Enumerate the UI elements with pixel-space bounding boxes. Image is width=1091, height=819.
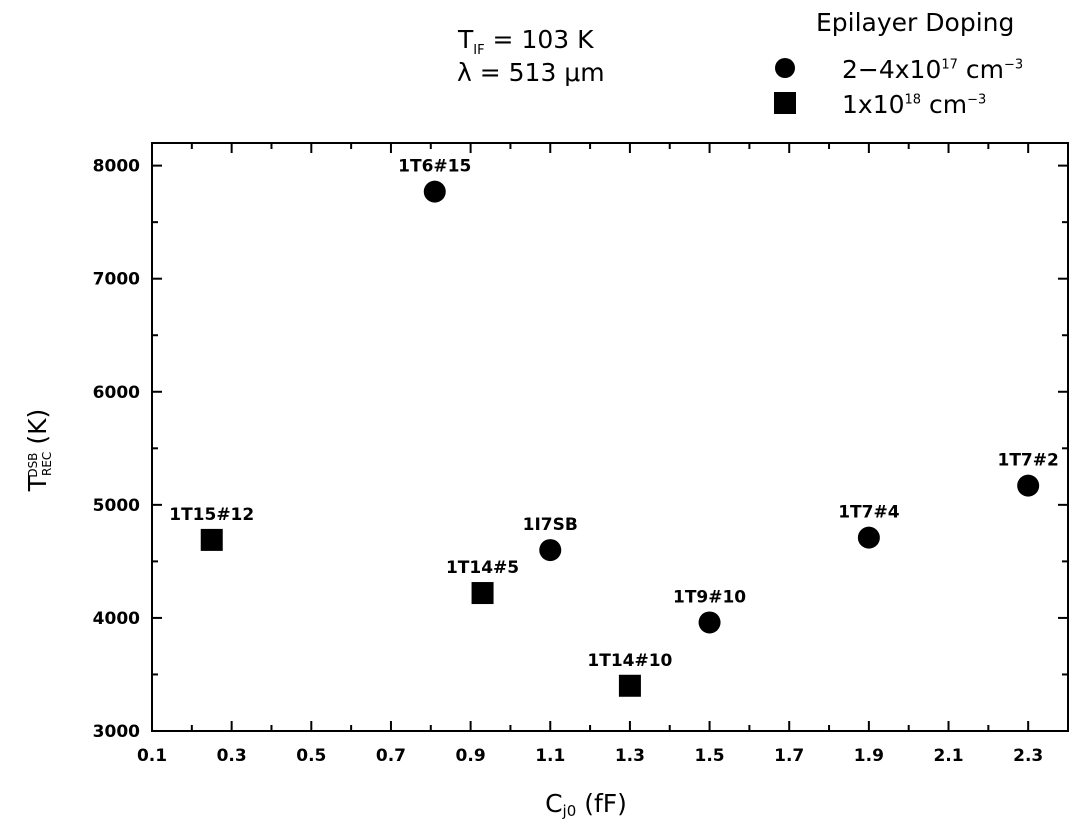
y-axis-label: TRECDSB (K) bbox=[23, 409, 54, 493]
axis-tick-labels: 0.1 0.3 0.5 0.7 0.9 1.1 1.3 1.5 1.7 1.9 2.1 2.3 3000… bbox=[93, 157, 1044, 766]
data-point-label: 1T9#10 bbox=[673, 587, 746, 607]
legend-label-circle-exponent: 17 bbox=[941, 57, 958, 73]
x-axis-label: Cj0 (fF) bbox=[545, 789, 627, 819]
data-point-square bbox=[200, 528, 223, 551]
condition-wavelength: λ = 513 μm bbox=[457, 58, 605, 87]
svg-text:TRECDSB (K): TRECDSB (K) bbox=[23, 409, 54, 493]
data-point-label: 1T7#2 bbox=[998, 451, 1059, 471]
legend-marker-square bbox=[774, 92, 796, 114]
data-point-label: 1T15#12 bbox=[169, 505, 254, 525]
x-tick-label: 0.7 bbox=[376, 746, 406, 766]
legend-label-square-base: 1x10 bbox=[842, 90, 905, 119]
y-tick-label: 7000 bbox=[93, 270, 140, 290]
x-tick-label: 0.3 bbox=[217, 746, 247, 766]
legend-label-square: 1x1018 cm−3 bbox=[842, 92, 986, 117]
legend-label-square-unit-exponent: −3 bbox=[967, 92, 987, 108]
x-tick-label: 1.5 bbox=[695, 746, 725, 766]
legend-marker-circle bbox=[775, 58, 795, 78]
legend-label-square-exponent: 18 bbox=[904, 92, 922, 108]
y-tick-label: 6000 bbox=[93, 383, 140, 403]
x-tick-label: 0.9 bbox=[456, 746, 486, 766]
data-points bbox=[200, 180, 1040, 697]
x-tick-label: 2.3 bbox=[1013, 746, 1043, 766]
data-point-label: 1T7#4 bbox=[838, 503, 899, 523]
data-point-labels: 1T6#15 1I7SB 1T9#10 1T7#4 1T7#2 1T15#12 1T14#5… bbox=[169, 157, 1059, 671]
x-tick-label: 0.1 bbox=[137, 746, 167, 766]
legend-label-circle-unit: cm bbox=[957, 55, 1004, 84]
axis-ticks bbox=[151, 143, 1069, 732]
data-point-label: 1T14#5 bbox=[446, 558, 519, 578]
x-tick-label: 2.1 bbox=[933, 746, 963, 766]
y-tick-label: 5000 bbox=[93, 496, 140, 516]
condition-temperature-subscript: IF bbox=[473, 43, 485, 58]
legend-label-circle-unit-exponent: −3 bbox=[1003, 57, 1024, 73]
condition-temperature: TIF = 103 K bbox=[458, 27, 594, 57]
data-point-circle bbox=[857, 526, 880, 549]
data-point-circle bbox=[1017, 474, 1040, 497]
legend-markers bbox=[774, 58, 796, 114]
x-tick-label: 1.3 bbox=[615, 746, 645, 766]
y-tick-label: 4000 bbox=[93, 609, 140, 629]
x-tick-label: 0.5 bbox=[296, 746, 326, 766]
plot-frame bbox=[151, 142, 1069, 732]
data-point-circle bbox=[698, 611, 721, 634]
y-tick-label: 3000 bbox=[93, 722, 140, 742]
x-tick-label: 1.7 bbox=[774, 746, 804, 766]
condition-temperature-symbol: T bbox=[458, 25, 474, 54]
data-point-square bbox=[618, 674, 641, 697]
x-tick-label: 1.9 bbox=[854, 746, 884, 766]
x-tick-label: 1.1 bbox=[535, 746, 565, 766]
legend-label-square-unit: cm bbox=[921, 90, 968, 119]
y-tick-label: 8000 bbox=[93, 157, 140, 177]
legend-label-circle: 2−4x1017 cm−3 bbox=[842, 57, 1023, 82]
legend-label-circle-base: 2−4x10 bbox=[842, 55, 942, 84]
data-point-square bbox=[471, 582, 494, 605]
data-point-circle bbox=[539, 539, 562, 562]
condition-temperature-value: = 103 K bbox=[492, 25, 594, 54]
data-point-circle bbox=[423, 180, 446, 203]
data-point-label: 1T6#15 bbox=[398, 157, 471, 177]
data-point-label: 1I7SB bbox=[523, 515, 578, 535]
data-point-label: 1T14#10 bbox=[587, 651, 672, 671]
legend-title: Epilayer Doping bbox=[816, 8, 1015, 37]
